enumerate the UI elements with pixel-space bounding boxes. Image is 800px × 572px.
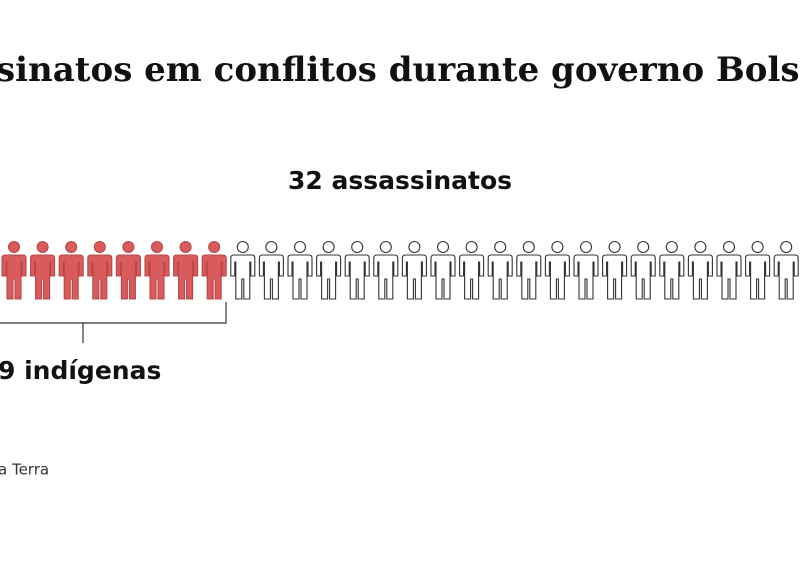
person-icon <box>287 240 313 300</box>
icon-body <box>201 254 227 300</box>
icon-head <box>436 240 450 254</box>
icon-body <box>659 254 685 300</box>
icon-body <box>344 254 370 300</box>
person-icon <box>630 240 656 300</box>
person-icon <box>144 240 170 300</box>
total-label: 32 assassinatos <box>288 166 512 195</box>
icon-head <box>494 240 507 254</box>
person-icon <box>487 240 513 300</box>
icon-body <box>544 254 570 300</box>
icon-body <box>30 254 56 300</box>
person-icon <box>459 240 485 300</box>
person-icon <box>401 240 427 300</box>
person-icon <box>344 240 370 300</box>
icon-body <box>373 254 399 300</box>
icon-head <box>637 240 650 254</box>
person-icon <box>316 240 342 300</box>
icon-body <box>144 254 170 300</box>
icon-head <box>780 240 793 254</box>
icon-head <box>7 240 21 254</box>
icon-head <box>236 240 249 254</box>
person-icon <box>373 240 399 300</box>
icon-head <box>93 240 106 254</box>
icon-body <box>630 254 656 300</box>
person-icon <box>258 240 284 300</box>
person-icon <box>201 240 227 300</box>
person-icon <box>716 240 742 300</box>
person-icon <box>687 240 713 300</box>
person-icon <box>115 240 141 300</box>
person-icon <box>1 240 27 300</box>
icon-body <box>258 254 284 300</box>
icon-body <box>287 254 313 300</box>
person-icon <box>516 240 542 300</box>
icon-body <box>430 254 456 300</box>
icon-body <box>115 254 141 300</box>
icon-head <box>65 240 78 254</box>
icon-body <box>58 254 84 300</box>
icon-body <box>316 254 342 300</box>
icon-head <box>322 240 335 254</box>
icon-body <box>230 254 256 300</box>
person-icon <box>230 240 256 300</box>
icon-head <box>522 240 535 254</box>
chart-title: sinatos em conflitos durante governo Bol… <box>0 50 800 90</box>
person-icon <box>745 240 771 300</box>
icon-head <box>665 240 678 254</box>
icon-body <box>1 254 27 300</box>
person-icon <box>173 240 199 300</box>
icon-body <box>573 254 599 300</box>
icon-body <box>516 254 542 300</box>
person-icon <box>544 240 570 300</box>
source: a Terra <box>0 461 49 479</box>
icon-body <box>401 254 427 300</box>
person-icon <box>30 240 56 300</box>
icon-head <box>150 240 164 254</box>
icon-body <box>745 254 771 300</box>
icon-head <box>579 240 593 254</box>
icon-body <box>173 254 199 300</box>
icon-body <box>459 254 485 300</box>
icon-head <box>351 240 364 254</box>
person-icon <box>659 240 685 300</box>
icon-head <box>265 240 278 254</box>
icon-head <box>408 240 421 254</box>
highlight-label: 9 indígenas <box>0 356 161 385</box>
icon-head <box>608 240 621 254</box>
icon-head <box>551 240 564 254</box>
icon-head <box>208 240 221 254</box>
icon-head <box>379 240 392 254</box>
icon-head <box>751 240 764 254</box>
icon-body <box>487 254 513 300</box>
person-icon <box>573 240 599 300</box>
icon-body <box>602 254 628 300</box>
person-icon <box>58 240 84 300</box>
person-icon <box>87 240 113 300</box>
person-icon <box>602 240 628 300</box>
icon-head <box>694 240 707 254</box>
person-icon <box>773 240 799 300</box>
icon-head <box>722 240 736 254</box>
icon-head <box>465 240 478 254</box>
icon-body <box>773 254 799 300</box>
icon-head <box>179 240 192 254</box>
icon-body <box>716 254 742 300</box>
bracket <box>0 302 227 343</box>
icon-body <box>87 254 113 300</box>
icon-body <box>687 254 713 300</box>
icon-head <box>293 240 307 254</box>
icon-head <box>36 240 49 254</box>
person-icon <box>430 240 456 300</box>
icon-head <box>122 240 135 254</box>
